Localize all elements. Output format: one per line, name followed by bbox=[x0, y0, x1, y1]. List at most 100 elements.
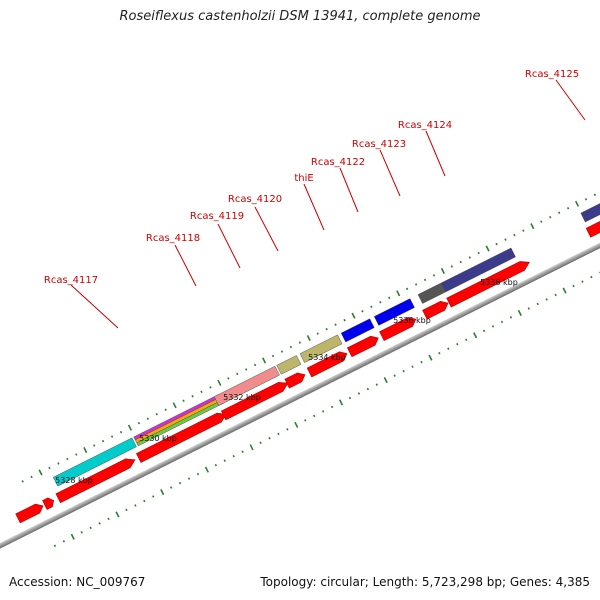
scale-tick bbox=[375, 383, 378, 386]
scale-tick bbox=[574, 200, 580, 207]
scale-tick bbox=[286, 428, 289, 431]
scale-tick bbox=[115, 511, 120, 518]
feature-pink bbox=[213, 365, 280, 406]
scale-tick bbox=[93, 444, 96, 447]
gene-label: Rcas_4118 bbox=[146, 233, 200, 244]
scale-tick bbox=[294, 421, 299, 428]
scale-tick bbox=[447, 347, 450, 350]
scale-tick bbox=[402, 369, 405, 373]
scale-tick bbox=[66, 457, 69, 461]
scale-tick bbox=[155, 412, 158, 416]
scale-tick bbox=[178, 481, 182, 485]
scale-tick bbox=[134, 504, 137, 507]
scale-tick bbox=[343, 318, 346, 322]
scale-tick bbox=[557, 211, 561, 214]
scale-tick bbox=[164, 408, 167, 411]
scale-tick bbox=[160, 488, 165, 496]
scale-tick bbox=[200, 390, 203, 394]
scale-tick bbox=[75, 453, 78, 456]
features bbox=[15, 185, 600, 524]
scale-tick bbox=[196, 472, 200, 476]
scale-tick bbox=[304, 419, 307, 422]
scale-tick bbox=[306, 335, 311, 342]
scale-tick bbox=[127, 424, 133, 431]
scale-tick bbox=[89, 526, 92, 530]
gene-label: Rcas_4125 bbox=[525, 69, 579, 80]
scale-tick bbox=[172, 402, 177, 409]
scale-tick bbox=[562, 287, 567, 294]
scale-tick bbox=[57, 462, 60, 465]
scale-label: 5330 kbp bbox=[139, 434, 177, 443]
scale-tick bbox=[236, 372, 239, 376]
scale-tick bbox=[477, 251, 480, 255]
gene-label: Rcas_4122 bbox=[311, 157, 365, 168]
scale-tick bbox=[440, 267, 445, 274]
scale-tick bbox=[527, 307, 530, 310]
scale-tick bbox=[593, 193, 597, 197]
map-title: Roseiflexus castenholzii DSM 13941, comp… bbox=[119, 9, 481, 24]
scale-tick bbox=[268, 437, 271, 440]
scale-tick bbox=[500, 320, 504, 324]
scale-tick bbox=[232, 454, 235, 458]
scale-tick bbox=[214, 463, 218, 467]
scale-tick bbox=[370, 305, 373, 309]
scale-tick bbox=[334, 323, 337, 326]
scale-tick bbox=[70, 533, 75, 540]
scale-tick bbox=[21, 480, 24, 483]
scale-tick bbox=[271, 354, 275, 358]
scale-tick bbox=[280, 350, 284, 353]
scale-tick bbox=[545, 298, 548, 301]
scale-tick bbox=[83, 446, 88, 454]
feature-navy-2 bbox=[580, 185, 600, 223]
scale-tick bbox=[495, 242, 498, 246]
scale-tick bbox=[316, 332, 319, 335]
feature-olive bbox=[299, 334, 343, 363]
scale-tick bbox=[357, 392, 361, 395]
scale-tick bbox=[351, 312, 356, 319]
scale-tick bbox=[253, 363, 257, 367]
scale-tick bbox=[325, 327, 328, 331]
scale-tick bbox=[30, 475, 33, 479]
scale-labels: 5328 kbp 5330 kbp 5332 kbp 5334 kbp 5336… bbox=[55, 278, 518, 485]
gene-label: Rcas_4124 bbox=[398, 120, 452, 131]
scale-tick bbox=[125, 508, 128, 512]
scale-tick bbox=[107, 517, 110, 521]
scale-label: 5328 kbp bbox=[55, 476, 93, 485]
scale-tick bbox=[119, 430, 123, 434]
scale-tick bbox=[504, 238, 507, 241]
scale-tick bbox=[262, 357, 267, 364]
genome-backbone bbox=[0, 195, 600, 558]
gene-label: Rcas_4123 bbox=[352, 139, 406, 150]
scale-tick bbox=[540, 220, 543, 223]
scale-tick bbox=[549, 215, 552, 219]
scale-tick bbox=[241, 450, 244, 453]
label-leaders bbox=[70, 79, 586, 329]
scale-tick bbox=[38, 469, 43, 476]
scale-tick bbox=[348, 396, 352, 400]
scale-tick bbox=[204, 466, 209, 473]
scale-tick bbox=[468, 256, 471, 259]
scale-tick bbox=[456, 343, 459, 346]
scale-tick bbox=[137, 421, 141, 425]
scale-tick bbox=[423, 278, 427, 282]
scale-tick bbox=[249, 444, 254, 451]
scale-tick bbox=[530, 223, 535, 230]
scale-tick bbox=[152, 495, 155, 498]
scale-tick bbox=[379, 301, 382, 304]
scale-tick bbox=[491, 325, 495, 328]
gene-label: Rcas_4117 bbox=[44, 275, 98, 286]
scale-tick bbox=[450, 265, 454, 268]
scale-tick bbox=[536, 302, 539, 306]
scale-tick bbox=[217, 379, 222, 386]
scale-tick bbox=[259, 441, 262, 445]
scale-tick bbox=[438, 351, 441, 355]
scale-tick bbox=[420, 360, 423, 364]
scale-tick bbox=[361, 309, 364, 313]
scale-ticks bbox=[21, 193, 600, 548]
scale-tick bbox=[572, 284, 575, 288]
scale-tick bbox=[338, 399, 344, 406]
scale-tick bbox=[554, 293, 557, 297]
red-cds-arrows bbox=[15, 214, 600, 524]
scale-tick bbox=[509, 316, 513, 319]
scale-tick bbox=[465, 338, 468, 342]
